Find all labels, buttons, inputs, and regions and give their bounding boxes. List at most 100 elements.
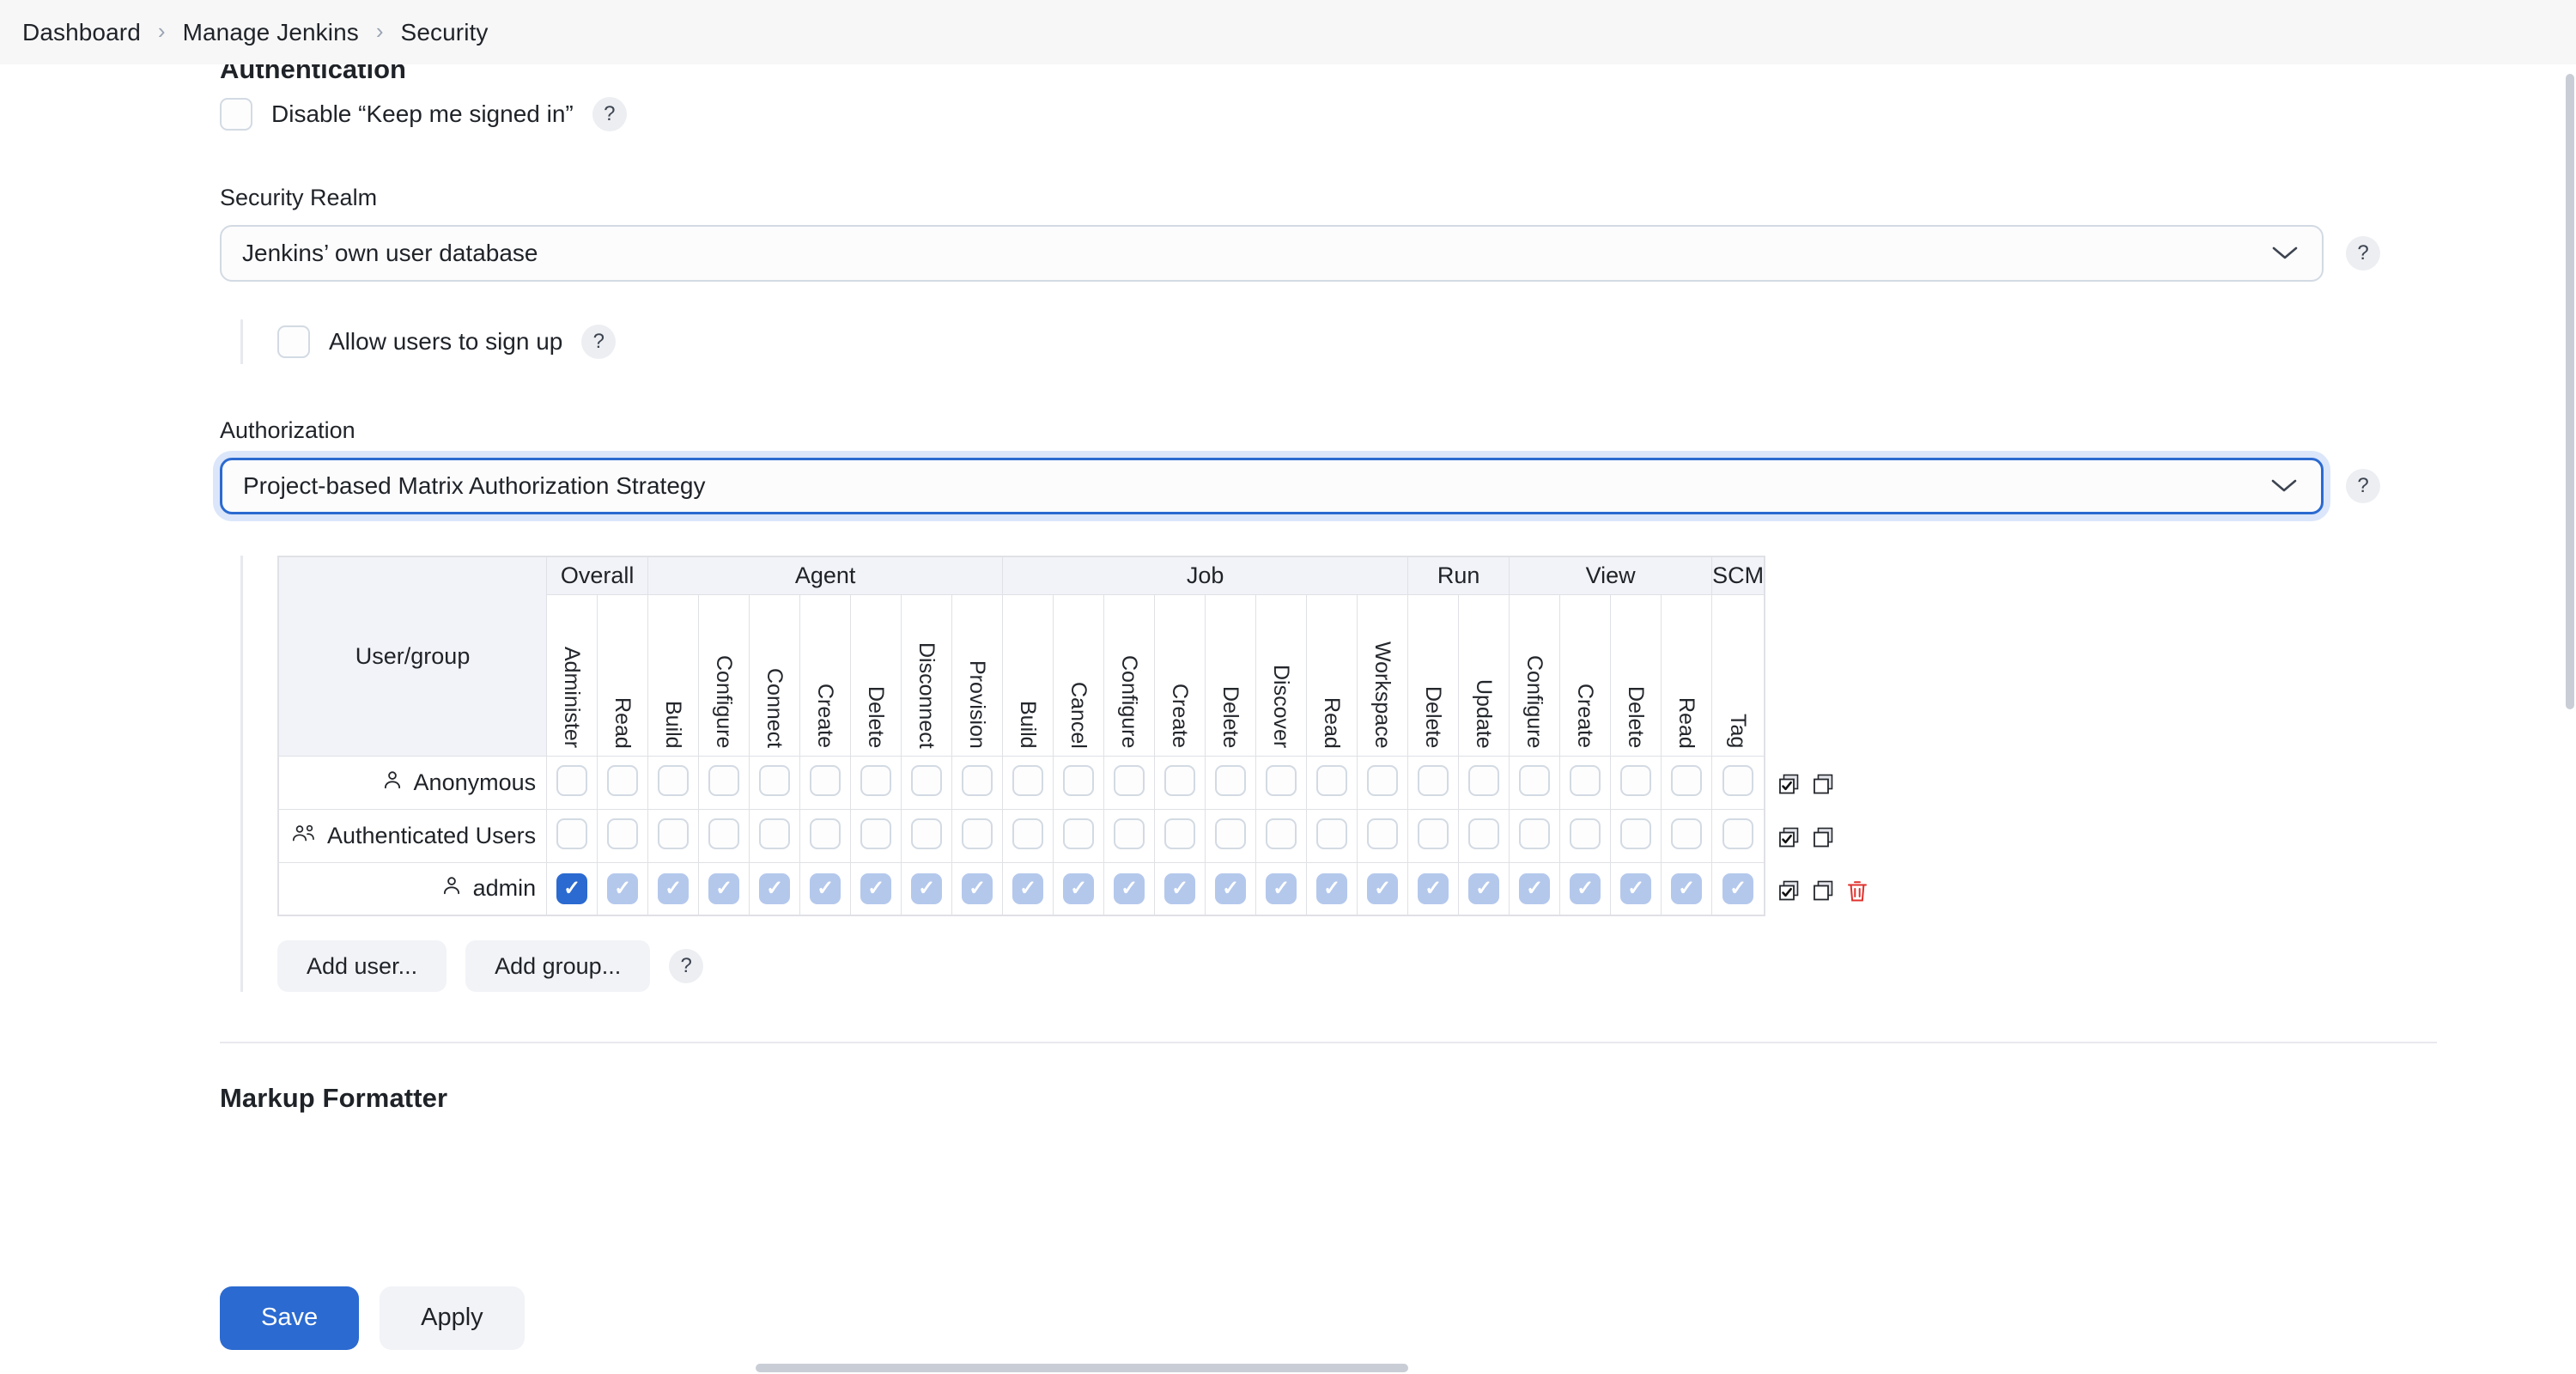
permission-checkbox-update-18[interactable] [1468,818,1500,849]
permission-checkbox-workspace-16[interactable] [1367,764,1399,796]
permission-cell[interactable] [1559,755,1612,810]
permission-checkbox-delete-17[interactable]: ✓ [1418,872,1449,904]
trash-icon[interactable] [1846,879,1868,903]
permission-cell[interactable]: ✓ [1458,861,1510,916]
permission-checkbox-configure-19[interactable] [1519,764,1551,796]
permission-cell[interactable]: ✓ [749,861,801,916]
permission-checkbox-delete-6[interactable] [860,764,892,796]
permission-cell[interactable] [749,808,801,863]
permission-checkbox-create-20[interactable] [1570,818,1601,849]
permission-checkbox-discover-14[interactable] [1266,764,1297,796]
permission-cell[interactable] [546,808,598,863]
permission-checkbox-read-15[interactable] [1316,764,1348,796]
permission-cell[interactable] [901,755,953,810]
permission-cell[interactable] [1711,755,1765,810]
permission-cell[interactable]: ✓ [901,861,953,916]
permission-cell[interactable]: ✓ [799,861,852,916]
permission-cell[interactable]: ✓ [1509,861,1561,916]
permission-checkbox-delete-13[interactable] [1215,818,1247,849]
permission-checkbox-provision-8[interactable]: ✓ [962,872,993,904]
permission-checkbox-build-9[interactable]: ✓ [1012,872,1044,904]
permission-cell[interactable]: ✓ [1103,861,1156,916]
vertical-scrollbar[interactable] [2566,74,2574,709]
permission-cell[interactable] [1661,808,1713,863]
permission-cell[interactable] [1509,755,1561,810]
help-icon[interactable]: ? [669,949,704,983]
permission-cell[interactable] [850,808,902,863]
permission-checkbox-configure-11[interactable]: ✓ [1114,872,1145,904]
permission-checkbox-discover-14[interactable] [1266,818,1297,849]
help-icon[interactable]: ? [2346,236,2380,271]
permission-checkbox-administer-0[interactable] [556,818,588,849]
permission-checkbox-read-22[interactable]: ✓ [1671,872,1703,904]
permission-checkbox-delete-21[interactable]: ✓ [1620,872,1652,904]
apply-button[interactable]: Apply [380,1286,525,1350]
permission-cell[interactable] [1002,808,1054,863]
permission-checkbox-cancel-10[interactable] [1063,764,1095,796]
permission-cell[interactable]: ✓ [1407,861,1460,916]
permission-checkbox-configure-19[interactable] [1519,818,1551,849]
permission-checkbox-delete-17[interactable] [1418,818,1449,849]
permission-cell[interactable] [1002,755,1054,810]
save-button[interactable]: Save [220,1286,360,1350]
permission-cell[interactable] [1407,755,1460,810]
permission-checkbox-create-5[interactable] [810,818,841,849]
permission-cell[interactable]: ✓ [546,861,598,916]
breadcrumb-item-dashboard[interactable]: Dashboard [22,18,141,46]
permission-cell[interactable]: ✓ [1306,861,1358,916]
select-all-icon[interactable] [1777,879,1801,903]
permission-checkbox-create-12[interactable] [1164,818,1196,849]
select-all-icon[interactable] [1777,773,1801,797]
permission-checkbox-read-1[interactable] [607,764,639,796]
permission-cell[interactable]: ✓ [1002,861,1054,916]
permission-checkbox-administer-0[interactable] [556,764,588,796]
permission-cell[interactable]: ✓ [1357,861,1409,916]
permission-checkbox-read-22[interactable] [1671,764,1703,796]
permission-cell[interactable] [1205,808,1257,863]
permission-cell[interactable]: ✓ [1053,861,1105,916]
permission-cell[interactable] [850,755,902,810]
permission-cell[interactable] [1103,808,1156,863]
permission-checkbox-delete-6[interactable] [860,818,892,849]
permission-checkbox-configure-3[interactable] [708,818,740,849]
permission-cell[interactable] [951,755,1004,810]
permission-checkbox-configure-11[interactable] [1114,818,1145,849]
permission-checkbox-delete-13[interactable]: ✓ [1215,872,1247,904]
help-icon[interactable]: ? [581,325,617,359]
disable-keep-signed-in-checkbox[interactable] [220,98,252,131]
permission-cell[interactable] [1205,755,1257,810]
permission-cell[interactable] [1053,755,1105,810]
permission-checkbox-read-22[interactable] [1671,818,1703,849]
permission-cell[interactable] [647,755,700,810]
permission-checkbox-build-2[interactable]: ✓ [658,872,690,904]
permission-cell[interactable] [1458,808,1510,863]
permission-cell[interactable] [1255,755,1308,810]
permission-checkbox-delete-21[interactable] [1620,818,1652,849]
permission-checkbox-build-2[interactable] [658,818,690,849]
permission-cell[interactable] [1103,755,1156,810]
permission-checkbox-update-18[interactable] [1468,764,1500,796]
permission-cell[interactable] [1458,755,1510,810]
permission-cell[interactable]: ✓ [647,861,700,916]
permission-checkbox-read-1[interactable]: ✓ [607,872,639,904]
allow-users-to-sign-up-checkbox[interactable] [277,325,310,358]
permission-checkbox-configure-3[interactable] [708,764,740,796]
permission-cell[interactable]: ✓ [1711,861,1765,916]
permission-cell[interactable] [698,755,750,810]
permission-cell[interactable] [1661,755,1713,810]
select-all-icon[interactable] [1777,826,1801,850]
help-icon[interactable]: ? [592,97,627,131]
deselect-all-icon[interactable] [1812,879,1836,903]
permission-cell[interactable] [799,755,852,810]
permission-checkbox-disconnect-7[interactable] [911,764,943,796]
permission-cell[interactable] [1610,755,1662,810]
permission-checkbox-build-2[interactable] [658,764,690,796]
permission-cell[interactable] [1559,808,1612,863]
permission-cell[interactable] [698,808,750,863]
permission-cell[interactable]: ✓ [597,861,649,916]
permission-checkbox-create-20[interactable] [1570,764,1601,796]
permission-cell[interactable]: ✓ [1559,861,1612,916]
permission-cell[interactable] [749,755,801,810]
permission-checkbox-delete-21[interactable] [1620,764,1652,796]
permission-cell[interactable]: ✓ [698,861,750,916]
